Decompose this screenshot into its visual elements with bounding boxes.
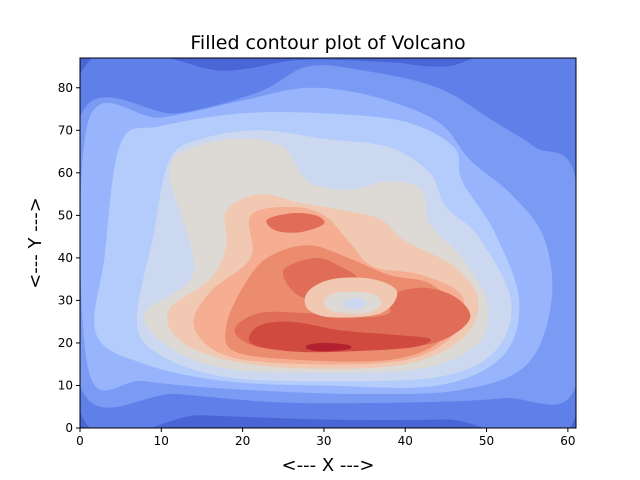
y-tick-label: 30 xyxy=(58,293,73,307)
x-tick-label: 0 xyxy=(76,434,84,448)
y-tick-label: 40 xyxy=(58,251,73,265)
contour-fills xyxy=(80,58,576,428)
x-tick-label: 10 xyxy=(154,434,169,448)
y-tick-label: 70 xyxy=(58,123,73,137)
y-tick-label: 0 xyxy=(65,421,73,435)
y-tick-label: 60 xyxy=(58,166,73,180)
x-tick-label: 40 xyxy=(398,434,413,448)
contour-level-13 xyxy=(305,342,352,352)
y-tick-label: 10 xyxy=(58,378,73,392)
contour-level-11 xyxy=(266,212,325,233)
y-axis-label: <--- Y ---> xyxy=(25,197,46,289)
plot-frame xyxy=(79,57,577,429)
y-tick-label: 50 xyxy=(58,208,73,222)
x-tick-label: 60 xyxy=(560,434,575,448)
x-tick-label: 30 xyxy=(316,434,331,448)
contour-level-6 xyxy=(341,298,367,309)
x-tick-label: 20 xyxy=(235,434,250,448)
y-tick-label: 20 xyxy=(58,336,73,350)
y-axis: 0 10 20 30 40 50 60 70 80 xyxy=(58,81,80,435)
x-tick-label: 50 xyxy=(479,434,494,448)
x-axis: 0 10 20 30 40 50 60 xyxy=(76,428,576,448)
chart-title: Filled contour plot of Volcano xyxy=(190,32,465,54)
y-tick-label: 80 xyxy=(58,81,73,95)
contour-level-12 xyxy=(248,321,431,353)
x-axis-label: <--- X ---> xyxy=(282,455,375,476)
